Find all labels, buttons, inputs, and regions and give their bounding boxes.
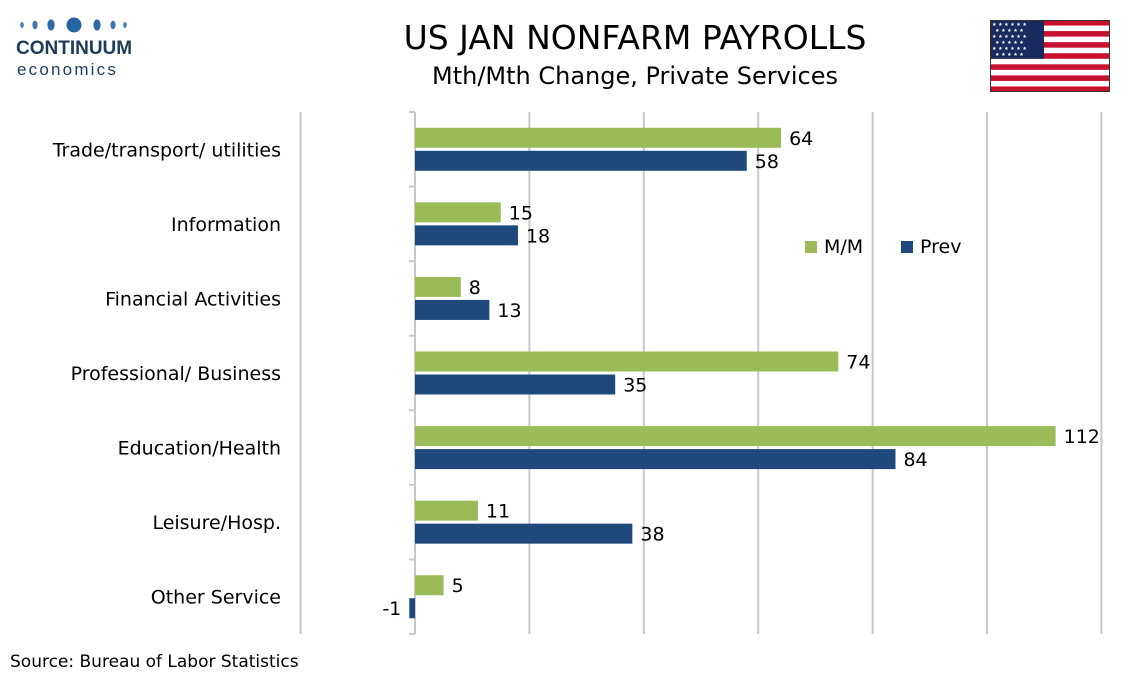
bar-prev <box>415 299 490 320</box>
source-note: Source: Bureau of Labor Statistics <box>10 652 299 672</box>
bar-m-m <box>415 127 782 148</box>
category-label: Education/Health <box>118 438 281 460</box>
bar-m-m <box>415 202 501 223</box>
bar-m-m <box>415 276 461 297</box>
category-labels: Trade/transport/ utilities Information Fin… <box>52 139 281 608</box>
category-label: Leisure/Hosp. <box>152 512 281 534</box>
chart-title: US JAN NONFARM PAYROLLS <box>403 18 867 57</box>
bar-prev <box>415 374 616 395</box>
bar-prev <box>415 150 747 171</box>
category-axis <box>409 111 416 635</box>
bar-m-m <box>415 500 478 521</box>
svg-text:★ ★ ★ ★ ★: ★ ★ ★ ★ ★ <box>995 40 1024 46</box>
company-logo: CONTINUUM economics <box>14 14 144 79</box>
category-label: Financial Activities <box>105 288 281 310</box>
svg-text:★ ★ ★ ★ ★: ★ ★ ★ ★ ★ <box>995 52 1024 58</box>
data-label: 38 <box>640 524 664 546</box>
legend: M/M Prev <box>805 236 961 258</box>
svg-text:★ ★ ★ ★ ★ ★: ★ ★ ★ ★ ★ ★ <box>992 46 1027 52</box>
data-label: 35 <box>623 375 647 397</box>
svg-text:★ ★ ★ ★ ★ ★: ★ ★ ★ ★ ★ ★ <box>992 34 1027 40</box>
data-label: 18 <box>526 225 550 247</box>
bar-prev <box>415 523 633 544</box>
data-label: 64 <box>789 128 813 150</box>
data-label: 112 <box>1064 426 1100 448</box>
us-flag-icon: ★ ★ ★ ★ ★ ★ ★ ★ ★ ★ ★ ★ ★ ★ ★ ★ ★ ★ ★ ★ … <box>990 20 1110 92</box>
logo-name: CONTINUUM <box>16 38 133 59</box>
bar-prev <box>415 449 896 470</box>
legend-label: M/M <box>824 236 863 258</box>
chart-subtitle: Mth/Mth Change, Private Services <box>431 62 839 90</box>
category-label: Professional/ Business <box>71 363 281 385</box>
category-label: Trade/transport/ utilities <box>52 139 281 161</box>
legend-label: Prev <box>920 236 961 258</box>
data-label: 11 <box>486 501 510 523</box>
bar-prev <box>415 225 518 246</box>
bars <box>409 127 1056 619</box>
svg-text:★ ★ ★ ★ ★ ★: ★ ★ ★ ★ ★ ★ <box>992 22 1027 28</box>
bar-m-m <box>415 575 444 596</box>
data-label: 15 <box>509 202 533 224</box>
logo-subtitle: economics <box>17 60 119 79</box>
legend-swatch <box>901 241 913 253</box>
legend-swatch <box>805 241 817 253</box>
data-label: 5 <box>452 575 464 597</box>
category-label: Information <box>171 214 281 236</box>
data-label: 13 <box>497 300 521 322</box>
svg-text:★ ★ ★ ★ ★: ★ ★ ★ ★ ★ <box>995 28 1024 34</box>
data-label: 58 <box>755 151 779 173</box>
data-label: 74 <box>846 352 870 374</box>
category-label: Other Service <box>151 587 281 609</box>
bar-m-m <box>415 426 1056 447</box>
data-label: 8 <box>469 277 481 299</box>
data-label: 84 <box>903 449 927 471</box>
logo-dots-icon <box>20 17 127 33</box>
grid-lines <box>299 112 1103 634</box>
data-label: -1 <box>382 598 401 620</box>
bar-m-m <box>415 351 839 372</box>
bar-prev <box>409 598 415 619</box>
